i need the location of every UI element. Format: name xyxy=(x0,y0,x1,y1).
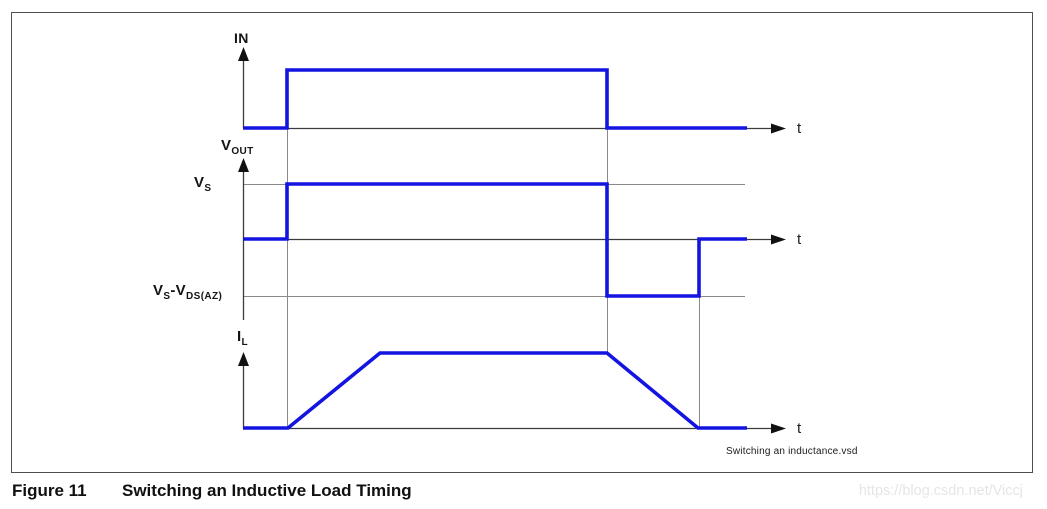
waveform-in xyxy=(243,68,747,130)
il-sub: L xyxy=(241,337,248,348)
il-signal-label: IL xyxy=(237,328,248,348)
il-main: I xyxy=(237,328,242,345)
waveform-il xyxy=(243,351,747,430)
figure-caption-number: Figure 11 xyxy=(12,481,87,500)
t-axis-label-vout: t xyxy=(797,231,802,248)
figure-caption: Figure 11 Switching an Inductive Load Tim… xyxy=(12,481,412,501)
reference-lines xyxy=(243,128,745,428)
in-signal-label: IN xyxy=(234,30,249,46)
vsvds-main-2: -V xyxy=(170,282,186,299)
axes xyxy=(238,47,786,434)
vsvds-sub-1: S xyxy=(163,291,171,302)
figure-border xyxy=(11,12,1033,473)
watermark-url: https://blog.csdn.net/Viccj xyxy=(858,483,1023,499)
vs-main: V xyxy=(194,174,205,191)
vout-main: V xyxy=(221,137,232,154)
waveform-vout xyxy=(243,182,747,298)
vout-sub: OUT xyxy=(231,146,254,157)
vs-sub: S xyxy=(204,183,212,194)
t-axis-label-il: t xyxy=(797,420,802,437)
vsvds-main-1: V xyxy=(153,282,164,299)
vsvds-sub-2: DS(AZ) xyxy=(186,291,223,302)
waveforms xyxy=(243,68,747,430)
t-axis-label-in: t xyxy=(797,120,802,137)
figure-caption-title: Switching an Inductive Load Timing xyxy=(122,481,412,500)
vs-minus-vds-level-label: VS-VDS(AZ) xyxy=(153,282,222,302)
vout-signal-label: VOUT xyxy=(221,137,254,157)
source-file-note: Switching an inductance.vsd xyxy=(726,446,858,457)
vs-level-label: VS xyxy=(194,174,211,194)
